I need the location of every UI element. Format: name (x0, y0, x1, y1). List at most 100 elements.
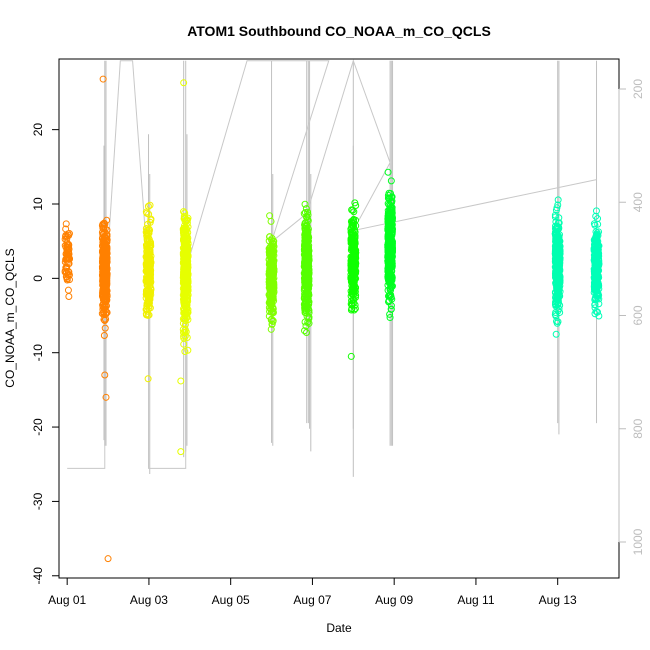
data-point (101, 324, 109, 332)
data-point (269, 290, 277, 298)
data-point (301, 200, 309, 208)
data-point (183, 301, 191, 309)
data-point (63, 265, 71, 273)
outlier-point (347, 352, 355, 360)
data-point (593, 237, 601, 245)
data-point (348, 235, 356, 243)
data-point (62, 231, 70, 239)
data-point (554, 196, 562, 204)
data-point (305, 309, 313, 317)
data-point (180, 245, 188, 253)
data-point (385, 274, 393, 282)
data-point (591, 301, 599, 309)
data-point (594, 220, 602, 228)
x-tick-label: Aug 03 (130, 593, 168, 607)
data-point (304, 208, 312, 216)
x-axis: Aug 01 Aug 03 Aug 05 Aug 07 Aug 09 Aug 11 Aug … (48, 577, 577, 607)
data-point (61, 268, 69, 276)
data-point (305, 233, 313, 241)
data-point (100, 332, 108, 340)
data-point (303, 248, 311, 256)
data-point (145, 311, 153, 319)
data-point (592, 207, 600, 215)
x-axis-label: Date (326, 621, 352, 635)
data-point (99, 264, 107, 272)
data-point (351, 199, 359, 207)
data-point (147, 252, 155, 260)
outlier-point (104, 555, 112, 563)
data-point (551, 225, 559, 233)
data-point (594, 294, 602, 302)
y-tick-label: 10 (31, 197, 45, 211)
data-point (101, 239, 109, 247)
data-point (266, 212, 274, 220)
data-point (387, 286, 395, 294)
data-point (301, 281, 309, 289)
data-point (350, 306, 358, 314)
data-point (552, 330, 560, 338)
data-point (301, 227, 309, 235)
data-point (387, 212, 395, 220)
data-point (146, 241, 154, 249)
data-point (384, 191, 392, 199)
data-point (552, 312, 560, 320)
data-point (183, 254, 191, 262)
data-point (269, 308, 277, 316)
data-point (181, 321, 189, 329)
data-point (144, 263, 152, 271)
data-point (388, 274, 396, 282)
data-point (101, 301, 109, 309)
data-point (266, 299, 274, 307)
data-point (387, 293, 395, 301)
data-point (595, 295, 603, 303)
data-point (303, 272, 311, 280)
data-point (552, 229, 560, 237)
data-point (64, 286, 72, 294)
outlier-point (177, 448, 185, 456)
data-point (268, 295, 276, 303)
data-point (269, 259, 277, 267)
data-point (556, 308, 564, 316)
data-point (591, 247, 599, 255)
data-point (349, 296, 357, 304)
data-point (552, 294, 560, 302)
x-tick-label: Aug 13 (539, 593, 577, 607)
data-point (592, 266, 600, 274)
data-point (347, 300, 355, 308)
data-point (145, 229, 153, 237)
x-tick-label: Aug 07 (293, 593, 331, 607)
data-point (303, 213, 311, 221)
data-point (301, 309, 309, 317)
data-point (594, 254, 602, 262)
data-point (387, 177, 395, 185)
data-point (302, 242, 310, 250)
x-tick-label: Aug 05 (212, 593, 250, 607)
y2-axis: 200 400 600 800 1000 (618, 79, 645, 555)
data-point (143, 305, 151, 313)
outlier-point (102, 393, 110, 401)
data-point (304, 291, 312, 299)
y-tick-label: 0 (31, 275, 45, 282)
y2-tick-label: 400 (631, 192, 645, 212)
data-point (180, 263, 188, 271)
data-point (554, 284, 562, 292)
data-point (183, 216, 191, 224)
y-tick-label: 20 (31, 123, 45, 137)
data-point (99, 251, 107, 259)
data-point (554, 201, 562, 209)
data-point (300, 327, 308, 335)
data-point (268, 273, 276, 281)
data-point (268, 267, 276, 275)
data-point (180, 340, 188, 348)
data-point (351, 271, 359, 279)
data-point (387, 305, 395, 313)
data-point (181, 243, 189, 251)
data-point (551, 213, 559, 221)
x-tick-label: Aug 01 (48, 593, 86, 607)
data-point (145, 225, 153, 233)
data-point (554, 289, 562, 297)
data-point (302, 322, 310, 330)
data-point (302, 329, 310, 337)
data-point (594, 259, 602, 267)
points-layer (61, 75, 603, 563)
